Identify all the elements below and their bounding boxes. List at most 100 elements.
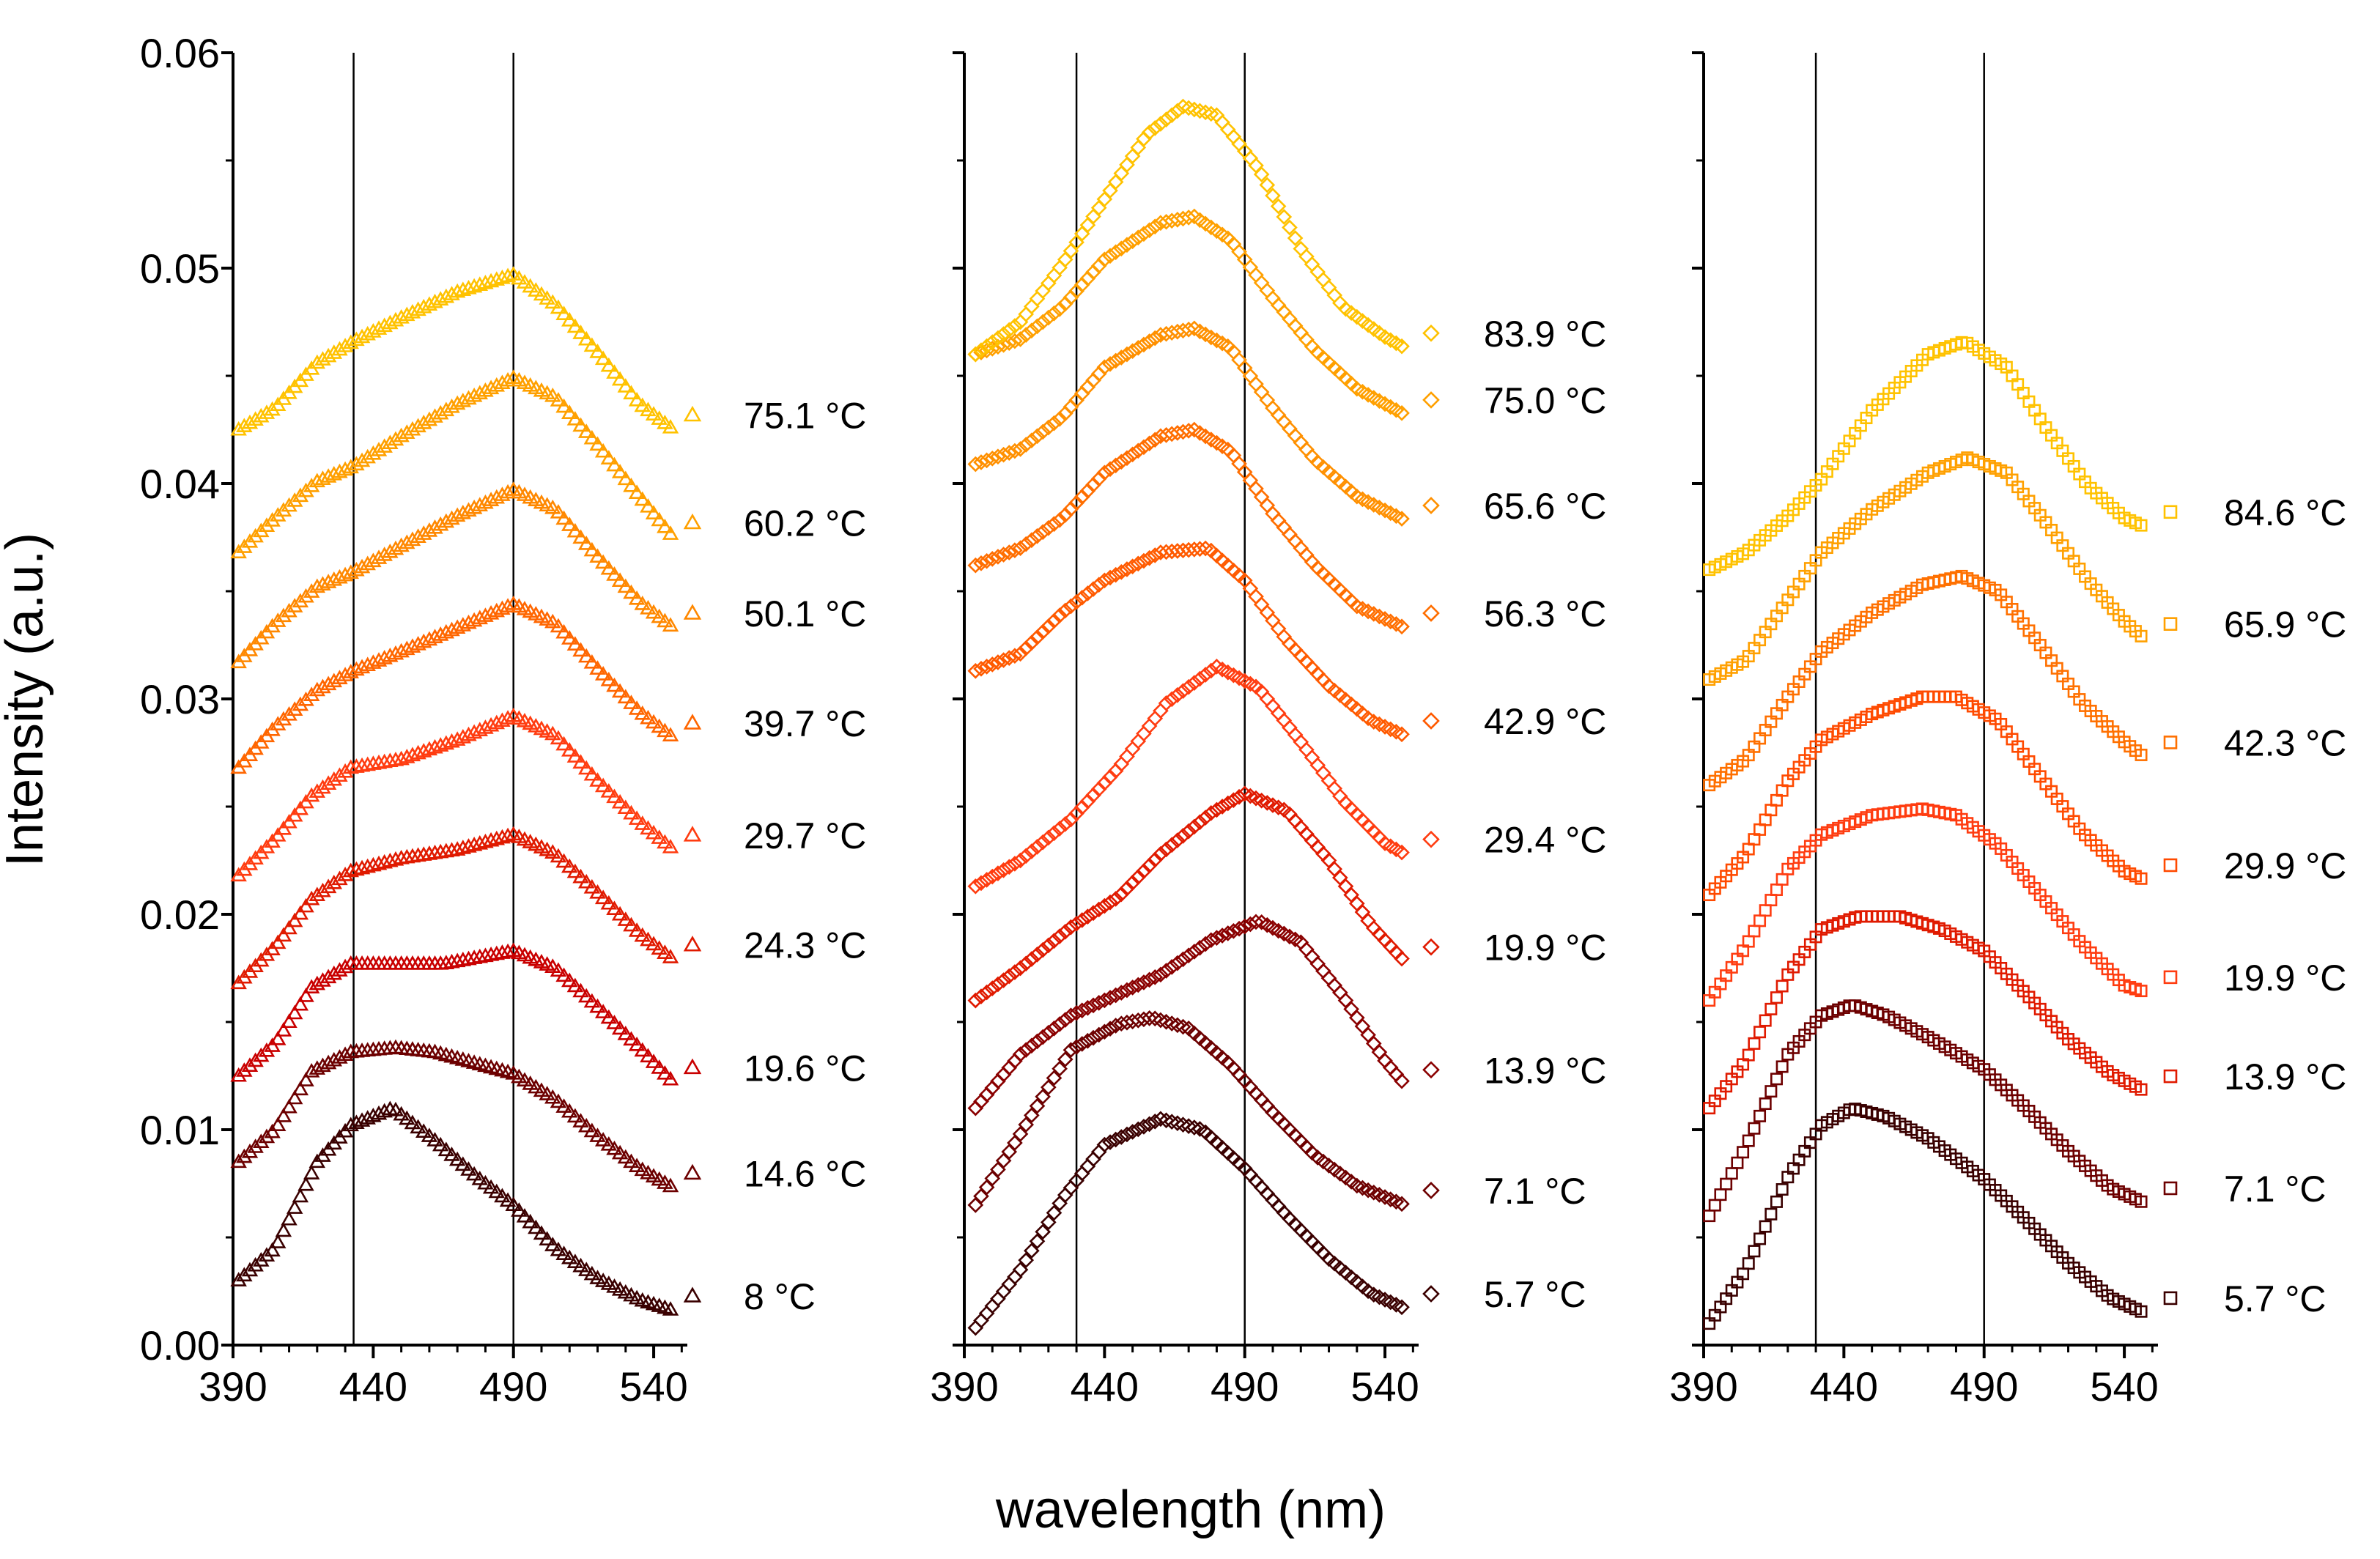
data-point bbox=[319, 468, 337, 483]
legend-marker bbox=[2163, 1069, 2178, 1084]
data-point bbox=[325, 1051, 343, 1067]
data-point bbox=[376, 753, 393, 769]
data-point bbox=[1764, 1085, 1778, 1098]
data-point bbox=[1079, 999, 1096, 1016]
data-point bbox=[410, 635, 426, 651]
data-point bbox=[308, 473, 326, 488]
data-point bbox=[651, 511, 668, 527]
data-point bbox=[1242, 472, 1259, 489]
data-point bbox=[1153, 966, 1169, 983]
data-point bbox=[1276, 712, 1293, 729]
series-1: 5.7 °C bbox=[967, 1111, 1586, 1336]
data-point bbox=[1282, 219, 1298, 236]
data-point bbox=[1164, 691, 1180, 708]
data-point bbox=[399, 306, 415, 322]
data-point bbox=[617, 470, 635, 486]
data-point bbox=[1062, 1180, 1079, 1196]
data-point bbox=[1191, 939, 1208, 956]
data-point bbox=[1046, 933, 1062, 949]
data-point bbox=[353, 1112, 371, 1127]
data-point bbox=[1153, 703, 1169, 719]
data-point bbox=[1018, 1042, 1035, 1059]
data-point bbox=[1164, 543, 1180, 560]
data-point bbox=[1096, 897, 1113, 914]
data-point bbox=[415, 743, 432, 758]
data-point bbox=[594, 554, 612, 569]
data-point bbox=[1191, 103, 1208, 119]
data-point bbox=[387, 851, 404, 866]
data-point bbox=[651, 410, 668, 425]
data-point bbox=[1018, 955, 1035, 972]
data-point bbox=[1293, 733, 1309, 750]
data-point bbox=[1085, 1151, 1101, 1168]
data-point bbox=[1046, 1204, 1062, 1221]
data-point bbox=[1085, 997, 1101, 1014]
data-point bbox=[314, 972, 331, 987]
data-point bbox=[1147, 969, 1164, 985]
data-point bbox=[421, 1127, 438, 1142]
data-point bbox=[1326, 287, 1343, 303]
data-point bbox=[990, 338, 1006, 355]
data-point bbox=[555, 1245, 572, 1260]
data-point bbox=[298, 1072, 314, 1086]
data-point bbox=[336, 763, 354, 778]
data-point bbox=[1096, 1136, 1113, 1153]
data-point bbox=[1018, 327, 1035, 343]
data-point bbox=[1753, 1026, 1767, 1039]
data-point bbox=[488, 830, 505, 845]
data-point bbox=[1107, 1131, 1124, 1148]
data-point bbox=[1775, 1060, 1789, 1073]
data-point bbox=[967, 456, 984, 473]
data-point bbox=[1304, 749, 1320, 766]
data-point bbox=[477, 607, 494, 622]
x-tick-label: 390 bbox=[199, 1363, 267, 1410]
data-point bbox=[577, 1117, 595, 1133]
data-point bbox=[1085, 581, 1101, 597]
data-point bbox=[1180, 321, 1197, 338]
x-tick-label: 490 bbox=[1950, 1363, 2018, 1410]
data-point bbox=[342, 564, 359, 579]
data-point bbox=[336, 867, 354, 881]
data-point bbox=[1298, 741, 1315, 758]
data-point bbox=[1124, 980, 1141, 996]
data-point bbox=[1153, 544, 1169, 560]
data-point bbox=[1102, 248, 1118, 264]
data-point bbox=[1085, 476, 1101, 493]
data-point bbox=[370, 754, 388, 769]
data-point bbox=[1320, 970, 1337, 987]
data-point bbox=[1153, 1111, 1169, 1127]
series-9: 75.0 °C bbox=[967, 208, 1606, 421]
data-point bbox=[1052, 821, 1068, 837]
series-label: 65.6 °C bbox=[1484, 486, 1606, 527]
data-point bbox=[1029, 1033, 1046, 1050]
data-point bbox=[1029, 290, 1046, 307]
legend-marker bbox=[2163, 970, 2178, 985]
data-point bbox=[1007, 1269, 1023, 1285]
data-point bbox=[1102, 461, 1118, 478]
data-point bbox=[1191, 541, 1208, 558]
legend-marker bbox=[1422, 391, 1440, 409]
data-point bbox=[1035, 1029, 1051, 1045]
data-point bbox=[1096, 464, 1113, 481]
data-point bbox=[1147, 432, 1164, 448]
data-point bbox=[1012, 852, 1029, 869]
data-point bbox=[1337, 878, 1354, 895]
data-point bbox=[634, 491, 651, 506]
data-point bbox=[1119, 561, 1135, 577]
data-point bbox=[269, 934, 287, 949]
data-point bbox=[1326, 780, 1343, 797]
y-tick-label: 0.03 bbox=[140, 676, 220, 722]
series-8: 65.6 °C bbox=[967, 320, 1606, 527]
data-point bbox=[365, 755, 382, 770]
data-point bbox=[303, 1165, 320, 1180]
data-point bbox=[1169, 543, 1186, 559]
data-point bbox=[544, 1089, 561, 1104]
data-point bbox=[376, 1103, 393, 1118]
data-point bbox=[1046, 612, 1062, 629]
data-point bbox=[1096, 359, 1113, 376]
data-point bbox=[662, 1177, 679, 1193]
data-point bbox=[1007, 648, 1023, 664]
data-point bbox=[1018, 1252, 1035, 1269]
data-point bbox=[1191, 814, 1208, 831]
data-point bbox=[365, 654, 382, 669]
